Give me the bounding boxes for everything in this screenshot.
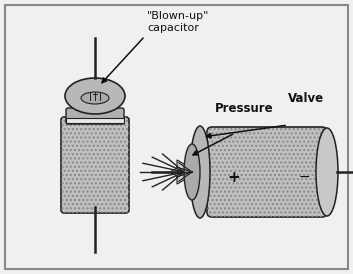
Text: −: − (298, 170, 310, 184)
FancyBboxPatch shape (207, 127, 327, 217)
Ellipse shape (65, 78, 125, 114)
Ellipse shape (316, 128, 338, 216)
FancyBboxPatch shape (5, 5, 348, 269)
Text: +: + (228, 170, 240, 184)
Ellipse shape (184, 144, 200, 200)
Ellipse shape (81, 92, 109, 104)
Polygon shape (170, 160, 198, 184)
Text: Valve: Valve (288, 92, 324, 105)
Text: "Blown-up"
capacitor: "Blown-up" capacitor (147, 11, 209, 33)
Ellipse shape (190, 126, 210, 218)
Text: Pressure: Pressure (215, 102, 274, 115)
FancyBboxPatch shape (66, 108, 124, 124)
FancyBboxPatch shape (61, 117, 129, 213)
FancyBboxPatch shape (66, 118, 124, 123)
